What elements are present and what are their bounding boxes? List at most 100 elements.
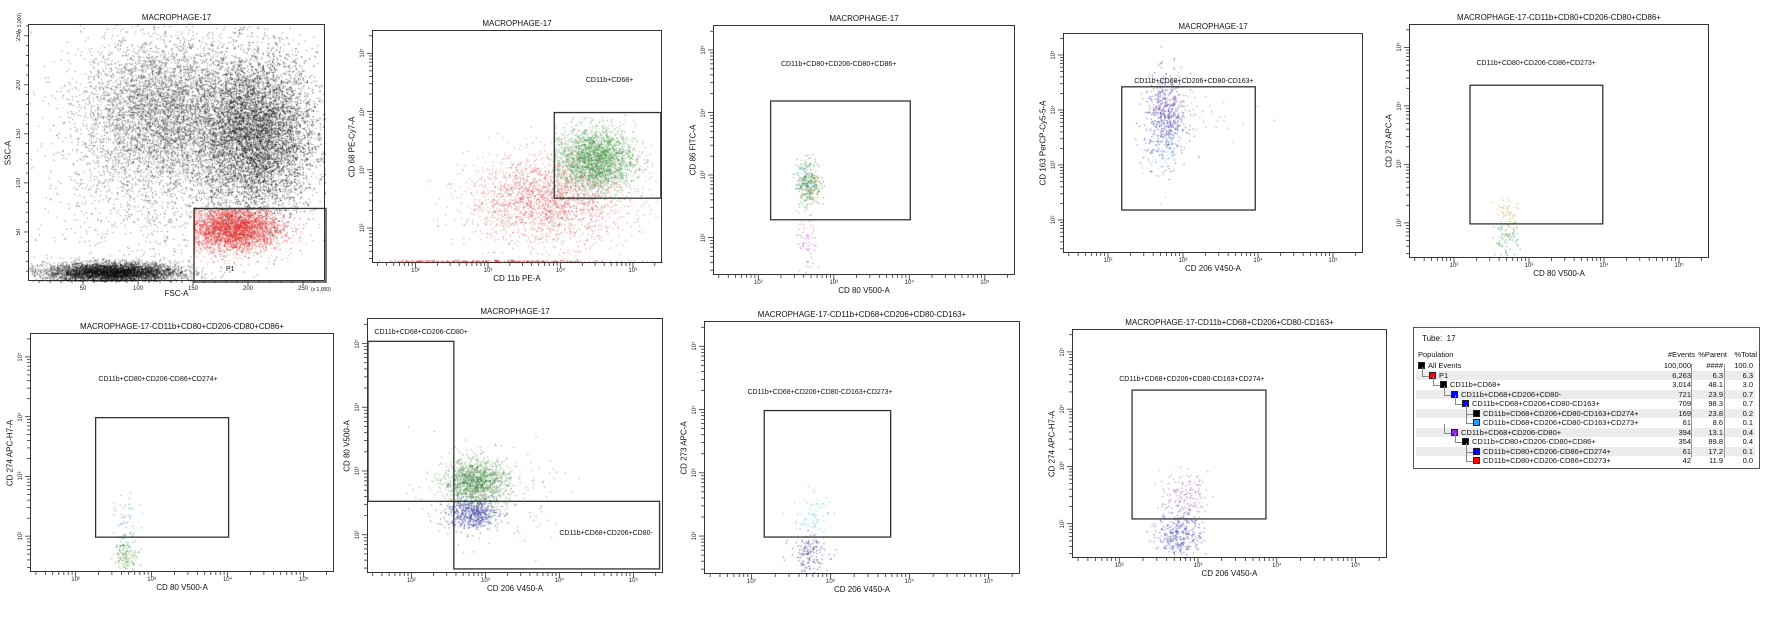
axis-ticks bbox=[1058, 38, 1356, 258]
population-color-swatch[interactable] bbox=[1451, 428, 1458, 436]
gate-layer bbox=[763, 409, 892, 538]
population-color-swatch[interactable] bbox=[1462, 400, 1469, 407]
event-count: 169 bbox=[1678, 408, 1691, 418]
table-row[interactable]: CD11b+CD68+CD206+CD80- 721 23.9 0.7 bbox=[1416, 385, 1755, 399]
percent-total: 0.0 bbox=[1742, 456, 1753, 465]
y-tick-label: 10² bbox=[692, 531, 698, 541]
gate-rectangle[interactable] bbox=[193, 207, 327, 283]
table-row[interactable]: CD11b+CD80+CD206-CD80+CD86+ 354 89.8 0.4 bbox=[1416, 433, 1755, 447]
x-tick-label: 10³ bbox=[1193, 563, 1203, 569]
event-count: 709 bbox=[1678, 399, 1691, 408]
plot-area bbox=[713, 25, 1016, 276]
event-count: 61 bbox=[1682, 446, 1691, 456]
y-tick-label: 10⁵ bbox=[692, 341, 698, 351]
table-row[interactable]: CD11b+CD68+ 3,014 48.1 3.0 bbox=[1416, 376, 1755, 390]
percent-total: 0.1 bbox=[1742, 418, 1753, 427]
population-color-swatch[interactable] bbox=[1440, 381, 1447, 388]
y-tick-label: 10⁴ bbox=[360, 106, 366, 117]
population-color-swatch[interactable] bbox=[1473, 409, 1480, 417]
population-color-swatch[interactable] bbox=[1418, 362, 1425, 369]
percent-parent: 98.3 bbox=[1708, 399, 1723, 408]
population-color-swatch[interactable] bbox=[1451, 390, 1458, 398]
x-tick-label: 150 bbox=[187, 286, 199, 292]
population-color-swatch[interactable] bbox=[1473, 419, 1480, 426]
x-axis-label: CD 80 V500-A bbox=[838, 286, 890, 295]
y-tick-label: 10⁵ bbox=[1397, 42, 1403, 52]
x-tick-label: 10² bbox=[753, 280, 763, 286]
population-color-swatch[interactable] bbox=[1462, 438, 1469, 445]
percent-total: 6.3 bbox=[1742, 370, 1753, 380]
tree-connector bbox=[1466, 442, 1473, 453]
plot-title: MACROPHAGE-17-CD11b+CD80+CD206-CD80+CD86… bbox=[1457, 13, 1661, 22]
y-tick-label: 10⁴ bbox=[1060, 404, 1066, 414]
x-tick-label: 100 bbox=[132, 286, 144, 292]
x-axis-label: CD 206 V450-A bbox=[486, 584, 544, 593]
table-row[interactable]: CD11b+CD68+CD206+CD80-CD163+ 709 98.3 0.7 bbox=[1416, 395, 1755, 409]
plot-title: MACROPHAGE-17-CD11b+CD68+CD206+CD80-CD16… bbox=[757, 310, 967, 319]
table-row[interactable]: CD11b+CD68+CD206+CD80-CD163+CD274+ 169 23.… bbox=[1416, 404, 1755, 418]
percent-parent: 23.8 bbox=[1708, 408, 1723, 418]
y-tick-label: 10⁴ bbox=[1051, 105, 1057, 115]
event-count: 100,000 bbox=[1663, 361, 1691, 370]
gate-label: CD11b+CD68+CD206+CD80- bbox=[559, 529, 653, 537]
y-tick-label: 10⁴ bbox=[692, 404, 698, 415]
gate-rectangle[interactable] bbox=[1121, 86, 1256, 211]
y-tick-label: 10⁵ bbox=[1060, 347, 1066, 357]
tree-connector bbox=[1455, 433, 1462, 443]
population-color-swatch[interactable] bbox=[1429, 371, 1436, 379]
y-tick-label: 10⁴ bbox=[1397, 101, 1403, 111]
table-row[interactable]: CD11b+CD68+CD206-CD80+ 394 13.1 0.4 bbox=[1416, 423, 1755, 437]
gate-layer bbox=[193, 207, 327, 283]
y-tick-label: 10⁵ bbox=[701, 45, 707, 55]
y-axis-label: CD 273 APC-A bbox=[679, 420, 689, 475]
percent-parent: 17.2 bbox=[1708, 446, 1723, 456]
x-axis-label: CD 206 V450-A bbox=[1184, 264, 1242, 273]
population-color-swatch[interactable] bbox=[1473, 447, 1480, 455]
percent-total: 0.7 bbox=[1742, 399, 1753, 408]
event-dots bbox=[368, 319, 664, 574]
event-dots bbox=[1073, 330, 1388, 559]
y-axis-label: CD 273 APC-A bbox=[1384, 114, 1394, 168]
table-row[interactable]: P1 6,263 6.3 6.3 bbox=[1416, 366, 1755, 380]
y-tick-label: 10³ bbox=[355, 466, 361, 476]
table-row[interactable]: CD11b+CD80+CD206-CD86+CD273+ 42 11.9 0.0 bbox=[1416, 452, 1755, 466]
population-color-swatch[interactable] bbox=[1473, 457, 1480, 464]
gate-rectangle[interactable] bbox=[763, 409, 892, 538]
gate-rectangle[interactable] bbox=[453, 500, 661, 570]
population-name: CD11b+CD80+CD206-CD80+CD86+ bbox=[1472, 437, 1596, 446]
gate-label: CD11b+CD68+ bbox=[585, 77, 634, 85]
plot-title: MACROPHAGE-17 bbox=[1178, 22, 1248, 31]
y-tick-label: 10³ bbox=[701, 170, 707, 180]
y-axis-label: CD 86 FITC-A bbox=[688, 124, 698, 176]
gate-rectangle[interactable] bbox=[367, 340, 455, 502]
gate-rectangle[interactable] bbox=[769, 100, 911, 221]
percent-parent: 89.8 bbox=[1708, 437, 1723, 446]
plot-area bbox=[1072, 329, 1388, 559]
gate-rectangle[interactable] bbox=[94, 417, 230, 538]
plot-title: MACROPHAGE-17 bbox=[829, 14, 899, 23]
event-count: 61 bbox=[1682, 418, 1691, 427]
plot-area bbox=[367, 318, 664, 574]
tree-connector bbox=[1444, 423, 1451, 434]
table-row[interactable]: All Events 100,000 #### 100.0 bbox=[1416, 361, 1755, 371]
gate-rectangle[interactable] bbox=[1131, 389, 1267, 520]
gate-layer bbox=[769, 100, 911, 221]
y-axis-label: CD 163 PerCP-Cy5-5-A bbox=[1038, 100, 1048, 186]
event-count: 394 bbox=[1678, 427, 1691, 437]
population-name: CD11b+CD68+CD206+CD80- bbox=[1461, 389, 1562, 399]
y-axis-label: CD 274 APC-H7-A bbox=[1047, 410, 1057, 477]
x-tick-label: 10⁴ bbox=[1253, 258, 1263, 264]
header-parent: %Parent bbox=[1698, 350, 1727, 359]
y-tick-label: 10² bbox=[701, 233, 707, 242]
x-tick-label: 10⁵ bbox=[1328, 258, 1338, 264]
x-tick-label: 10³ bbox=[1524, 263, 1534, 269]
table-row[interactable]: CD11b+CD68+CD206+CD80-CD163+CD273+ 61 8.6 0… bbox=[1416, 414, 1755, 428]
table-row[interactable]: CD11b+CD80+CD206-CD86+CD274+ 61 17.2 0.1 bbox=[1416, 442, 1755, 456]
gate-label: CD11b+CD68+CD206+CD80-CD163+ bbox=[1134, 77, 1254, 85]
gate-rectangle[interactable] bbox=[1469, 84, 1604, 225]
plot-area bbox=[372, 30, 663, 264]
population-name: CD11b+CD68+CD206+CD80-CD163+ bbox=[1472, 399, 1600, 408]
x-tick-label: 10⁴ bbox=[1599, 263, 1609, 269]
y-tick-label: 10⁴ bbox=[701, 107, 707, 118]
gate-rectangle[interactable] bbox=[553, 111, 662, 199]
